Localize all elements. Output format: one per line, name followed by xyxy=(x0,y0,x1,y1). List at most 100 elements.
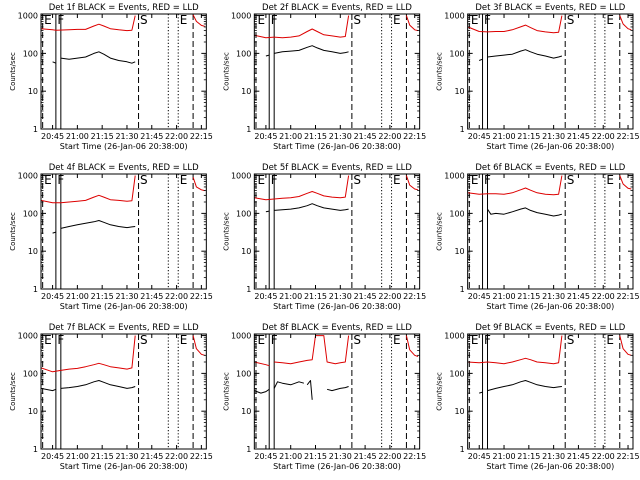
y-tick-label: 10 xyxy=(28,247,38,256)
marker-label: E xyxy=(44,333,52,347)
x-tick-label: 22:15 xyxy=(616,132,639,141)
y-tick-label: 10 xyxy=(28,87,38,96)
x-tick-label: 22:00 xyxy=(592,452,615,461)
x-tick-label: 22:00 xyxy=(592,132,615,141)
plot-frame xyxy=(467,13,634,130)
x-tick-label: 22:15 xyxy=(403,292,426,301)
x-tick-label: 22:00 xyxy=(592,292,615,301)
marker-label: S xyxy=(140,173,148,187)
y-tick-label: 1000 xyxy=(231,332,251,341)
lld-series-segment-2 xyxy=(619,175,632,190)
x-tick-label: 21:45 xyxy=(354,452,377,461)
y-tick-label: 100 xyxy=(23,209,38,218)
y-axis-label: Counts/sec xyxy=(222,52,230,91)
y-tick-label: 100 xyxy=(236,49,251,58)
y-tick-label: 1 xyxy=(246,125,251,134)
x-axis-label: Start Time (26-Jan-06 20:38:00) xyxy=(273,142,401,151)
marker-label: S xyxy=(140,13,148,27)
x-tick-label: 22:15 xyxy=(190,452,213,461)
marker-label: E xyxy=(257,173,265,187)
panel-det-7: Det 7f BLACK = Events, RED = LLDEFSE20:4… xyxy=(9,323,213,471)
y-tick-label: 1000 xyxy=(231,12,251,21)
x-tick-label: 21:45 xyxy=(140,132,163,141)
lld-series-segment-2 xyxy=(619,15,632,31)
x-tick-label: 20:45 xyxy=(468,452,491,461)
marker-label: E xyxy=(44,13,52,27)
x-tick-label: 21:00 xyxy=(66,452,89,461)
marker-label: E xyxy=(393,333,401,347)
panel-title: Det 5f BLACK = Events, RED = LLD xyxy=(262,163,412,173)
panel-det-5: Det 5f BLACK = Events, RED = LLDEFSE20:4… xyxy=(222,163,426,311)
x-tick-label: 21:15 xyxy=(304,292,327,301)
x-tick-label: 20:45 xyxy=(254,452,277,461)
y-tick-label: 10 xyxy=(28,407,38,416)
x-tick-label: 21:15 xyxy=(91,132,114,141)
lld-series-segment-1 xyxy=(467,335,563,365)
y-tick-label: 100 xyxy=(236,369,251,378)
x-tick-label: 21:45 xyxy=(567,452,590,461)
panel-title: Det 7f BLACK = Events, RED = LLD xyxy=(49,323,199,333)
events-series-segment-1 xyxy=(479,391,483,394)
marker-label: E xyxy=(606,13,614,27)
x-tick-label: 22:15 xyxy=(616,292,639,301)
marker-label: E xyxy=(257,13,265,27)
events-series-segment-1 xyxy=(479,58,483,61)
y-tick-label: 1000 xyxy=(444,172,464,181)
y-tick-label: 1000 xyxy=(18,332,38,341)
events-series-segment-2 xyxy=(487,49,563,59)
y-tick-label: 100 xyxy=(236,209,251,218)
y-tick-label: 10 xyxy=(241,407,251,416)
x-tick-label: 21:15 xyxy=(517,292,540,301)
plot-frame xyxy=(40,173,207,290)
y-axis-label: Counts/sec xyxy=(436,372,444,411)
x-tick-label: 21:45 xyxy=(354,132,377,141)
plot-frame xyxy=(40,333,207,450)
x-tick-label: 21:15 xyxy=(517,452,540,461)
events-series-segment-1 xyxy=(41,387,57,392)
lld-series-segment-1 xyxy=(467,15,563,34)
x-tick-label: 21:00 xyxy=(279,132,302,141)
events-series-segment-1 xyxy=(265,54,270,57)
panel-det-6: Det 6f BLACK = Events, RED = LLDEFSE20:4… xyxy=(436,163,640,311)
x-tick-label: 21:45 xyxy=(140,292,163,301)
x-tick-label: 21:30 xyxy=(115,292,138,301)
y-tick-label: 1 xyxy=(460,285,465,294)
x-tick-label: 21:30 xyxy=(329,292,352,301)
x-tick-label: 21:15 xyxy=(91,292,114,301)
y-tick-label: 1 xyxy=(33,125,38,134)
plot-frame xyxy=(253,333,421,450)
y-tick-label: 10 xyxy=(241,247,251,256)
x-tick-label: 21:30 xyxy=(542,452,565,461)
y-axis-label: Counts/sec xyxy=(436,52,444,91)
y-tick-label: 100 xyxy=(449,49,464,58)
x-tick-label: 21:00 xyxy=(66,132,89,141)
x-tick-label: 21:45 xyxy=(567,292,590,301)
x-tick-label: 20:45 xyxy=(41,132,64,141)
events-series-segment-2 xyxy=(60,51,136,64)
events-series-segment-2 xyxy=(487,380,562,392)
y-axis-label: Counts/sec xyxy=(436,212,444,251)
x-axis-label: Start Time (26-Jan-06 20:38:00) xyxy=(60,142,188,151)
panel-det-1: Det 1f BLACK = Events, RED = LLDEFSE20:4… xyxy=(9,3,213,151)
events-series-segment-1 xyxy=(52,231,57,234)
marker-label: E xyxy=(471,13,479,27)
x-tick-label: 22:00 xyxy=(165,452,188,461)
y-tick-label: 1 xyxy=(246,285,251,294)
marker-label: E xyxy=(606,173,614,187)
panel-det-9: Det 9f BLACK = Events, RED = LLDEFSE20:4… xyxy=(436,323,640,471)
plot-frame xyxy=(40,13,207,130)
x-tick-label: 21:45 xyxy=(567,132,590,141)
y-tick-label: 10 xyxy=(241,87,251,96)
y-tick-label: 1 xyxy=(460,125,465,134)
lld-series-segment-1 xyxy=(254,15,350,39)
x-tick-label: 21:30 xyxy=(115,132,138,141)
marker-label: E xyxy=(180,13,188,27)
y-tick-label: 100 xyxy=(449,209,464,218)
x-tick-label: 21:30 xyxy=(115,452,138,461)
x-axis-label: Start Time (26-Jan-06 20:38:00) xyxy=(486,302,614,311)
x-tick-label: 21:30 xyxy=(542,292,565,301)
events-series-segment-1 xyxy=(254,388,270,394)
lld-series-segment-1 xyxy=(41,175,136,204)
x-tick-label: 22:15 xyxy=(616,452,639,461)
panel-det-4: Det 4f BLACK = Events, RED = LLDEFSE20:4… xyxy=(9,163,213,311)
